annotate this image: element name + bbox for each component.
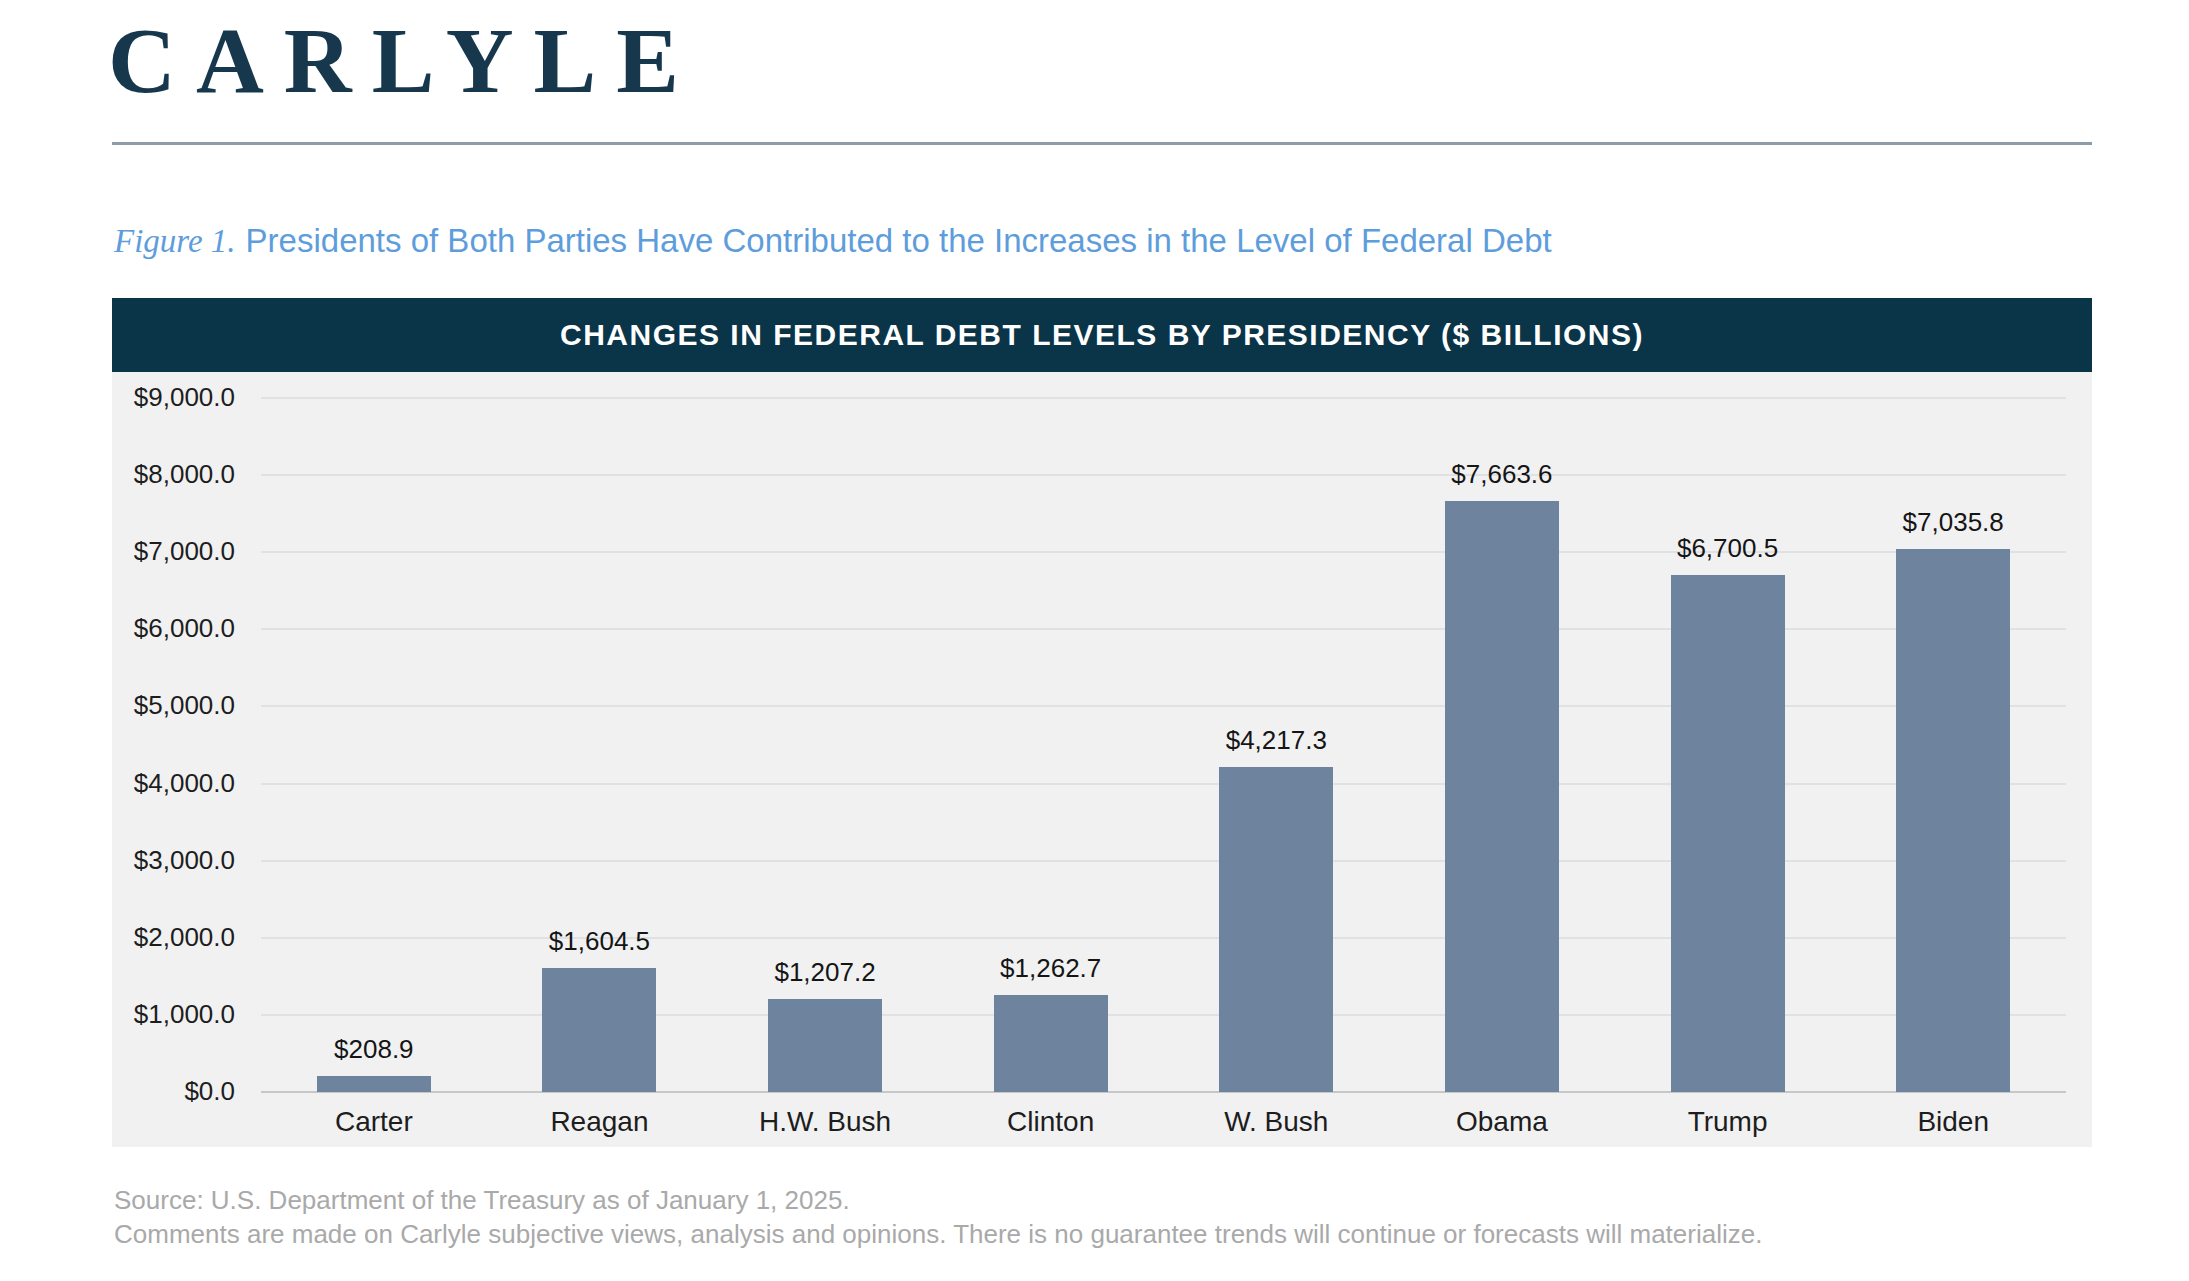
bar-value-label: $6,700.5	[1677, 533, 1778, 564]
bar-h-w-bush	[768, 999, 882, 1092]
x-axis-label: Clinton	[938, 1106, 1164, 1138]
x-axis-label: Carter	[261, 1106, 487, 1138]
bars-row: $208.9 $1,604.5 $1,207.2 $1,262.7 $4,217.3 $7…	[261, 372, 2066, 1092]
bar-value-label: $7,035.8	[1903, 507, 2004, 538]
plot-area: $0.0 $1,000.0 $2,000.0 $3,000.0 $4,000.0 $5,0…	[112, 372, 2092, 1147]
figure-caption-text: Presidents of Both Parties Have Contribu…	[246, 222, 1552, 259]
bar-slot-carter: $208.9	[261, 372, 487, 1092]
bar-obama	[1445, 501, 1559, 1092]
y-axis-tick-label: $6,000.0	[112, 613, 235, 644]
y-axis-tick-label: $4,000.0	[112, 768, 235, 799]
y-axis-tick-label: $9,000.0	[112, 382, 235, 413]
bar-carter	[317, 1076, 431, 1092]
bar-slot-clinton: $1,262.7	[938, 372, 1164, 1092]
header-divider	[112, 142, 2092, 145]
bar-value-label: $4,217.3	[1226, 725, 1327, 756]
y-axis-tick-label: $7,000.0	[112, 536, 235, 567]
bar-value-label: $208.9	[334, 1034, 414, 1065]
x-axis-label: H.W. Bush	[712, 1106, 938, 1138]
bar-trump	[1671, 575, 1785, 1092]
x-axis-label: Reagan	[487, 1106, 713, 1138]
bar-slot-obama: $7,663.6	[1389, 372, 1615, 1092]
figure-number-label: Figure 1.	[114, 223, 236, 259]
y-axis-tick-label: $1,000.0	[112, 999, 235, 1030]
bar-reagan	[542, 968, 656, 1092]
x-axis-labels: CarterReaganH.W. BushClintonW. BushObama…	[261, 1106, 2066, 1138]
carlyle-logo: CARLYLE	[108, 6, 699, 114]
y-axis-tick-label: $5,000.0	[112, 690, 235, 721]
bar-slot-h-w-bush: $1,207.2	[712, 372, 938, 1092]
bar-value-label: $1,604.5	[549, 926, 650, 957]
bar-slot-trump: $6,700.5	[1615, 372, 1841, 1092]
chart-title: CHANGES IN FEDERAL DEBT LEVELS BY PRESID…	[560, 318, 1644, 352]
figure-caption: Figure 1. Presidents of Both Parties Have…	[114, 222, 1552, 260]
bar-slot-reagan: $1,604.5	[487, 372, 713, 1092]
y-axis-tick-label: $8,000.0	[112, 459, 235, 490]
document-page: CARLYLE Figure 1.Presidents of Both Part…	[112, 0, 2092, 1281]
x-axis-label: Trump	[1615, 1106, 1841, 1138]
source-footnote: Source: U.S. Department of the Treasury …	[114, 1183, 1762, 1251]
chart-title-bar: CHANGES IN FEDERAL DEBT LEVELS BY PRESID…	[112, 298, 2092, 372]
y-axis-tick-label: $3,000.0	[112, 845, 235, 876]
bar-chart: CHANGES IN FEDERAL DEBT LEVELS BY PRESID…	[112, 298, 2092, 1147]
bar-value-label: $1,262.7	[1000, 953, 1101, 984]
bar-value-label: $1,207.2	[774, 957, 875, 988]
y-axis-tick-label: $2,000.0	[112, 922, 235, 953]
source-line: Source: U.S. Department of the Treasury …	[114, 1183, 1762, 1217]
bar-clinton	[994, 995, 1108, 1092]
disclaimer-line: Comments are made on Carlyle subjective …	[114, 1217, 1762, 1251]
bar-slot-w-bush: $4,217.3	[1164, 372, 1390, 1092]
x-axis-label: W. Bush	[1164, 1106, 1390, 1138]
y-axis-tick-label: $0.0	[112, 1076, 235, 1107]
bar-value-label: $7,663.6	[1451, 459, 1552, 490]
x-axis-label: Obama	[1389, 1106, 1615, 1138]
x-axis-label: Biden	[1840, 1106, 2066, 1138]
bar-biden	[1896, 549, 2010, 1092]
bar-w-bush	[1219, 767, 1333, 1092]
bar-slot-biden: $7,035.8	[1840, 372, 2066, 1092]
